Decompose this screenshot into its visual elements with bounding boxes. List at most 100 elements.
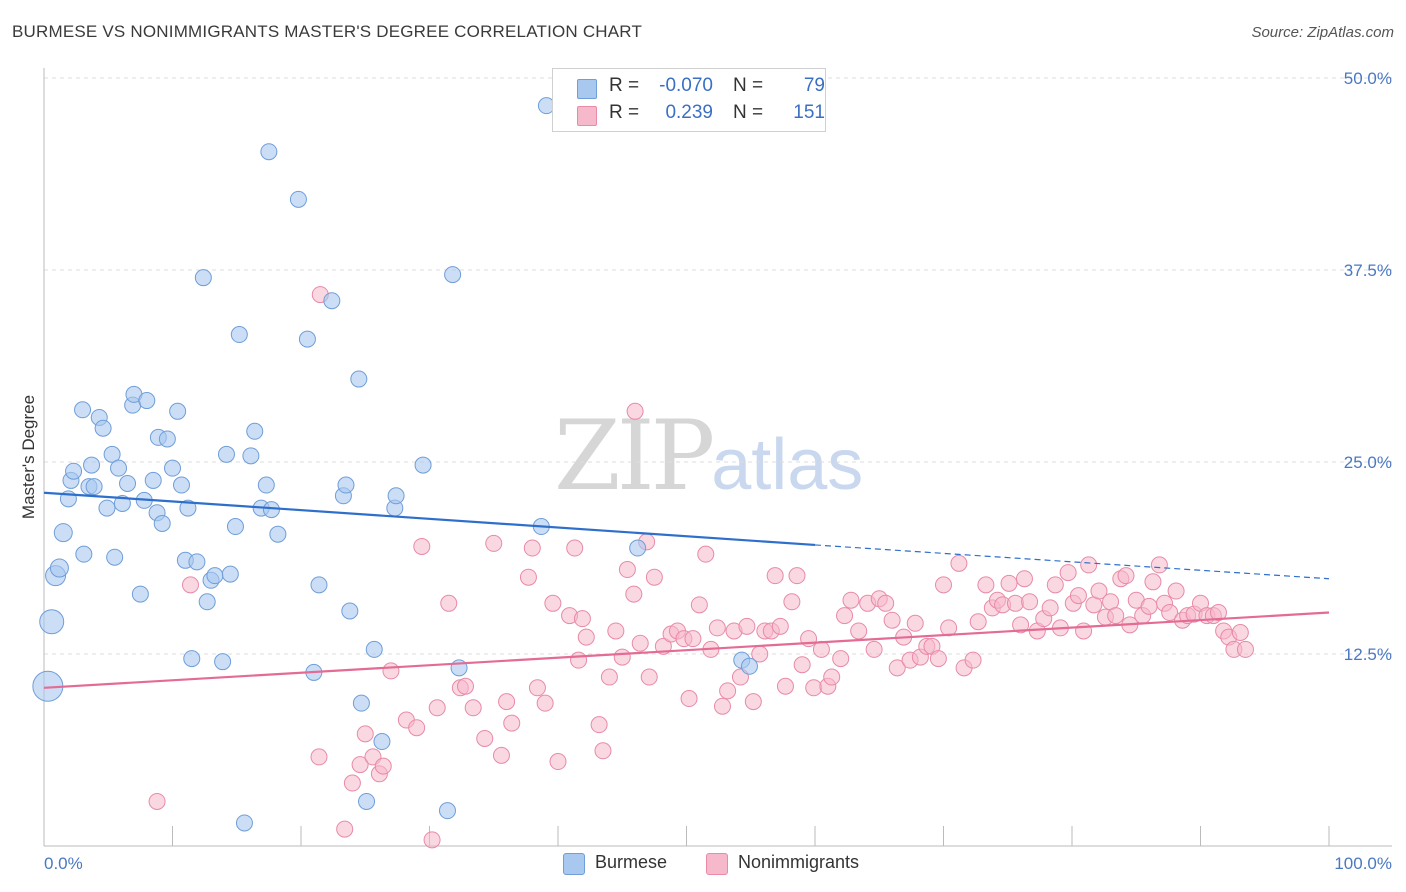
burmese-point (298, 330, 316, 348)
nonimmigrants-point (680, 690, 698, 708)
burmese-point (310, 576, 328, 594)
nonimmigrants-point (877, 594, 895, 612)
legend-r-value: -0.070 (659, 75, 713, 96)
legend-n-value: 79 (803, 75, 825, 96)
burmese-point (110, 459, 128, 477)
burmese-trend-extension (814, 544, 1330, 580)
nonimmigrants-point (805, 679, 823, 697)
burmese-point (352, 694, 370, 712)
watermark-atlas: atlas (711, 425, 864, 505)
burmese-points (32, 97, 758, 832)
burmese-point (323, 292, 341, 310)
nonimmigrants-point (783, 593, 801, 611)
burmese-point (138, 392, 156, 410)
nonimmigrants-point (382, 662, 400, 680)
nonimmigrants-point (1117, 567, 1135, 585)
nonimmigrants-point (408, 719, 426, 737)
y-tick-label: 37.5% (1344, 261, 1392, 280)
y-tick-label: 12.5% (1344, 645, 1392, 664)
legend-n-value: 151 (793, 102, 825, 123)
nonimmigrants-point (577, 628, 595, 646)
nonimmigrants-point (865, 640, 883, 658)
burmese-point (74, 401, 92, 419)
burmese-point (53, 523, 73, 543)
nonimmigrants-point (1161, 604, 1179, 622)
axis-labels: 12.5% 25.0% 37.5% 50.0% 0.0% 100.0% Master's D… (19, 69, 1392, 873)
burmese-point (242, 447, 260, 465)
nonimmigrants-point (181, 576, 199, 594)
nonimmigrants-point (823, 668, 841, 686)
nonimmigrants-point (618, 561, 636, 579)
nonimmigrants-point (812, 640, 830, 658)
nonimmigrants-point (713, 697, 731, 715)
burmese-point (144, 471, 162, 489)
y-tick-label: 25.0% (1344, 453, 1392, 472)
burmese-point (235, 814, 253, 832)
burmese-point (179, 499, 197, 517)
nonimmigrants-point (766, 567, 784, 585)
burmese-point (106, 548, 124, 566)
nonimmigrants-point (1144, 573, 1162, 591)
nonimmigrants-point (476, 729, 494, 747)
nonimmigrants-point (594, 742, 612, 760)
nonimmigrants-points (148, 286, 1254, 849)
nonimmigrants-point (964, 651, 982, 669)
nonimmigrants-point (1167, 582, 1185, 600)
nonimmigrants-point (832, 650, 850, 668)
nonimmigrants-point (607, 622, 625, 640)
legend-r-label: R = (609, 75, 640, 96)
x-tick-label-max: 100.0% (1334, 854, 1392, 873)
legend-r-value: 0.239 (665, 102, 713, 123)
burmese-point (257, 476, 275, 494)
burmese-point (94, 419, 112, 437)
nonimmigrants-point (640, 668, 658, 686)
trend-lines (43, 491, 1330, 689)
nonimmigrants-point (356, 725, 374, 743)
burmese-point (373, 733, 391, 751)
nonimmigrants-point (536, 694, 554, 712)
chart-title: BURMESE VS NONIMMIGRANTS MASTER'S DEGREE… (12, 22, 643, 41)
burmese-point (444, 266, 462, 284)
nonimmigrants-point (1209, 604, 1227, 622)
burmese-point (49, 558, 69, 578)
nonimmigrants-point (738, 617, 756, 635)
nonimmigrants-point (600, 668, 618, 686)
nonimmigrants-point (1015, 570, 1033, 588)
nonimmigrants-point (343, 774, 361, 792)
burmese-point (365, 640, 383, 658)
burmese-point (183, 650, 201, 668)
nonimmigrants-point (1006, 594, 1024, 612)
burmese-point (172, 476, 190, 494)
burmese-point (85, 478, 103, 496)
legend-r-label: R = (609, 102, 640, 123)
burmese-point (214, 653, 232, 671)
nonimmigrants-point (464, 699, 482, 717)
burmese-swatch (577, 79, 597, 99)
nonimmigrants-point (456, 677, 474, 695)
nonimmigrants-point (935, 576, 952, 594)
burmese-point (221, 565, 239, 583)
burmese-point (230, 326, 248, 344)
nonimmigrants-point (570, 651, 588, 669)
nonimmigrants-point (1012, 616, 1030, 634)
nonimmigrants-point (1000, 574, 1018, 592)
burmese-point (740, 657, 758, 675)
burmese-point (75, 545, 93, 563)
nonimmigrants-point (1107, 607, 1125, 625)
burmese-point (226, 518, 244, 536)
nonimmigrants-point (413, 537, 431, 555)
burmese-point (206, 567, 224, 585)
nonimmigrants-point (850, 622, 868, 640)
nonimmigrants-point (1140, 597, 1158, 615)
nonimmigrants-point (929, 650, 947, 668)
nonimmigrants-point (842, 591, 860, 609)
burmese-point (39, 609, 65, 635)
nonimmigrants-point (977, 576, 995, 594)
nonimmigrants-point (428, 699, 446, 717)
nonimmigrants-point (708, 619, 726, 637)
burmese-point (217, 445, 235, 463)
burmese-point (83, 456, 101, 474)
burmese-label: Burmese (595, 852, 668, 872)
nonimmigrants-point (544, 594, 562, 612)
